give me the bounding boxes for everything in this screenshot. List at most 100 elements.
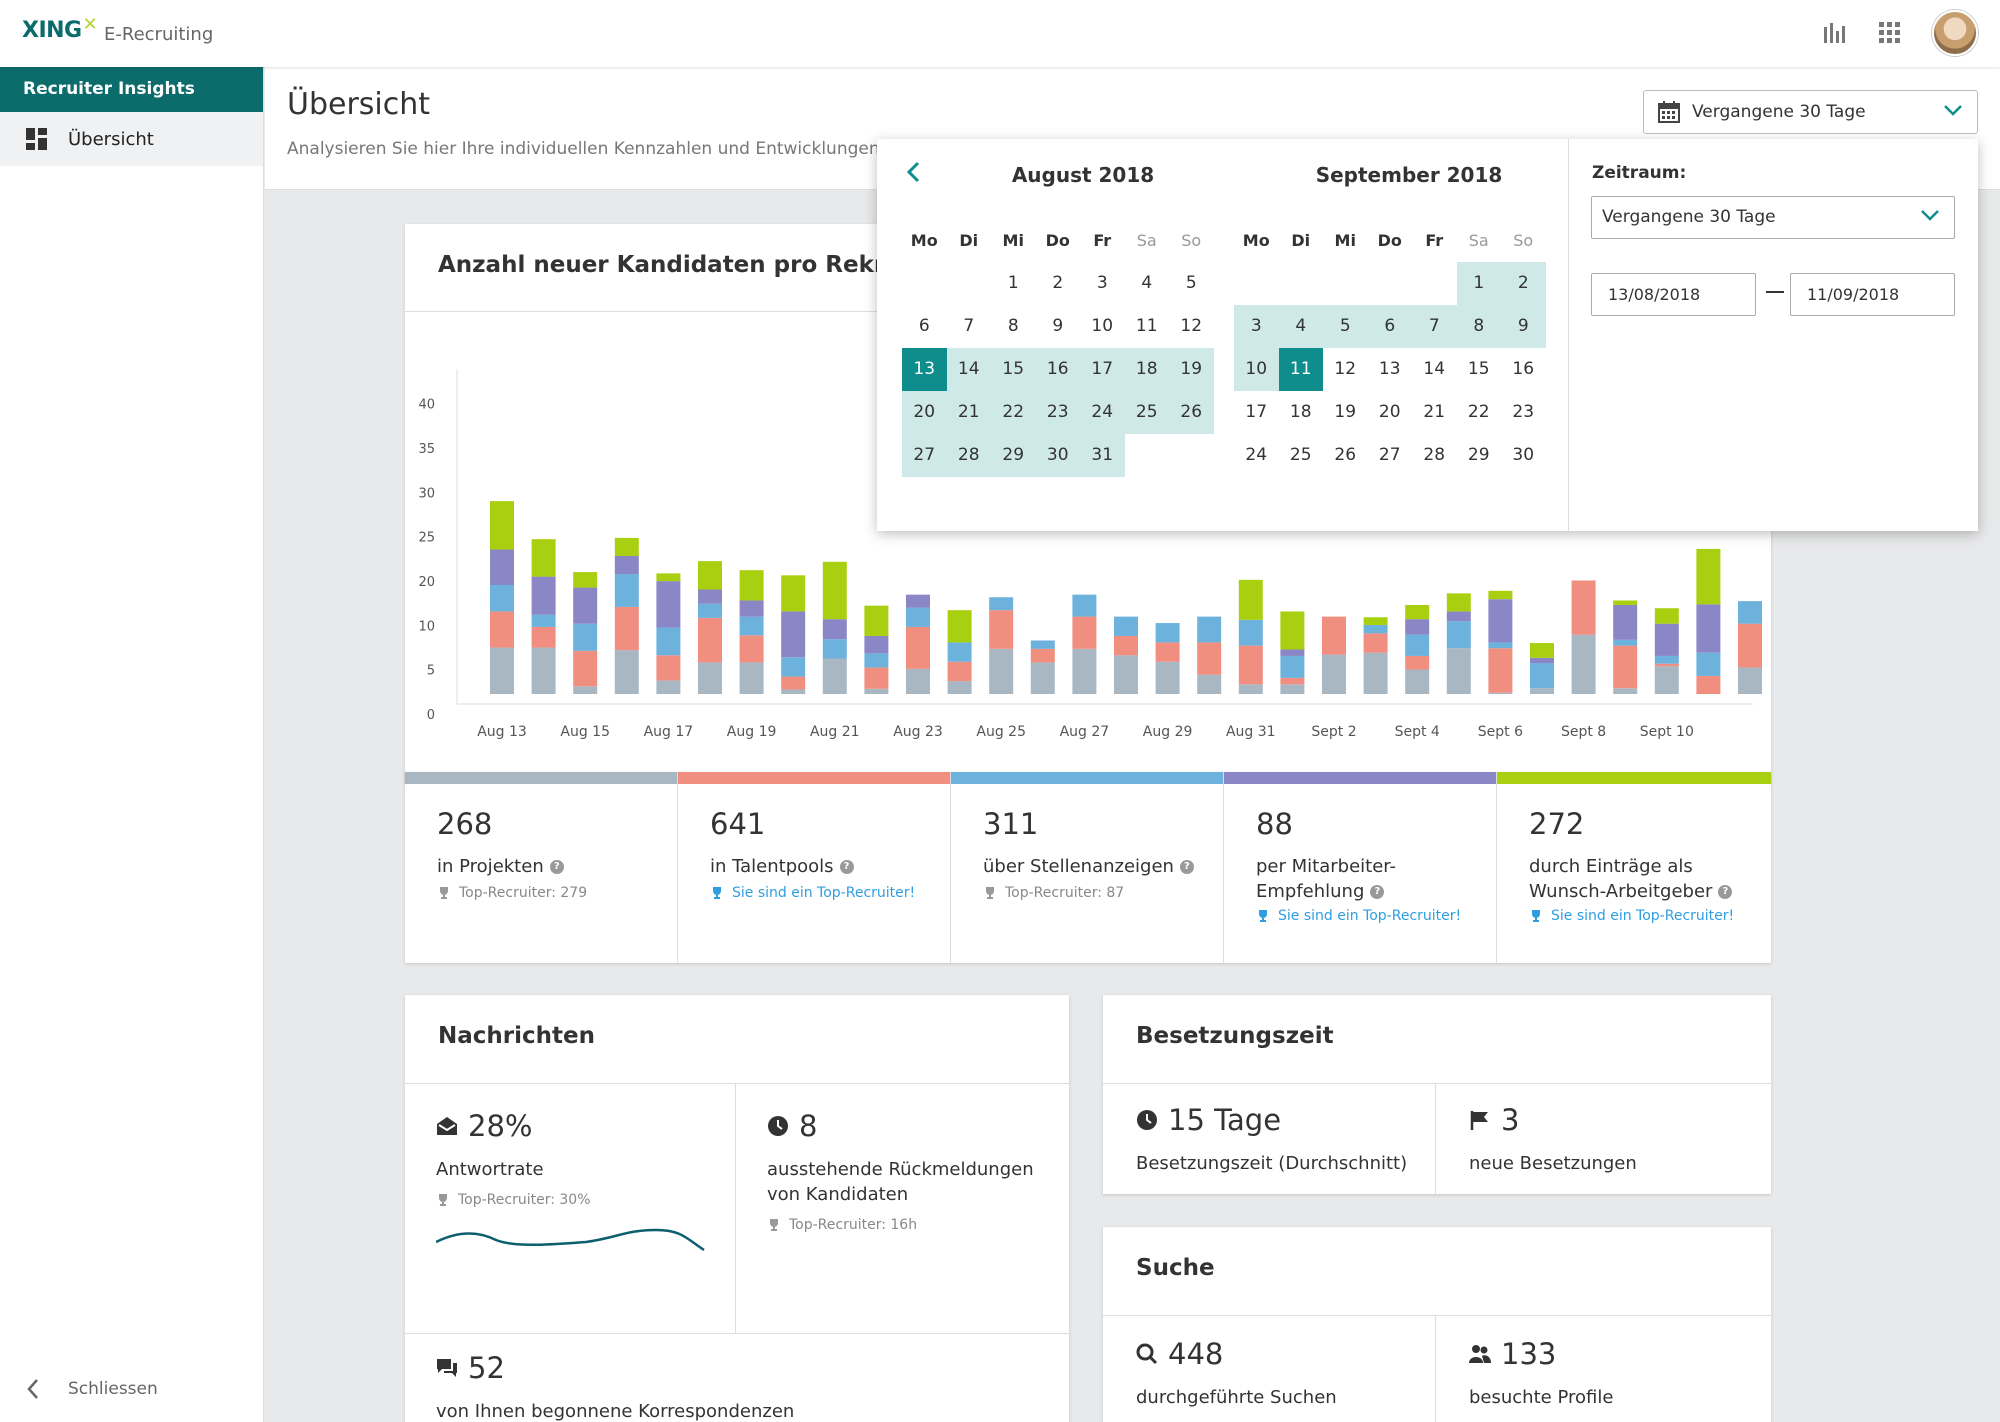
bar-segment[interactable] — [1696, 548, 1721, 605]
bar-segment[interactable] — [1488, 648, 1513, 693]
calendar-day[interactable]: 26 — [1169, 391, 1214, 434]
bar-segment[interactable] — [490, 501, 514, 550]
previous-month-button[interactable] — [901, 157, 925, 187]
calendar-day[interactable]: 19 — [1334, 402, 1357, 422]
bar-segment[interactable] — [1446, 593, 1471, 612]
calendar-day[interactable]: 23 — [1035, 391, 1080, 434]
bar-segment[interactable] — [1030, 640, 1055, 649]
bar-segment[interactable] — [490, 611, 514, 648]
calendar-day[interactable]: 14 — [946, 348, 991, 391]
calendar-day[interactable]: 29 — [1467, 445, 1490, 465]
bar-segment[interactable] — [656, 581, 681, 628]
bar-segment[interactable] — [1738, 667, 1762, 694]
bar-segment[interactable] — [1446, 611, 1471, 622]
bar-segment[interactable] — [1322, 654, 1346, 694]
bar-segment[interactable] — [989, 610, 1014, 649]
bar-segment[interactable] — [1530, 657, 1554, 664]
calendar-day[interactable]: 24 — [1245, 445, 1268, 465]
bar-segment[interactable] — [1696, 675, 1721, 694]
calendar-day[interactable]: 10 — [1234, 348, 1279, 391]
calendar-day[interactable]: 5 — [1323, 305, 1368, 348]
bar-segment[interactable] — [1363, 624, 1388, 634]
calendar-day[interactable]: 17 — [1080, 348, 1125, 391]
calendar-day[interactable]: 6 — [918, 316, 930, 336]
bar-segment[interactable] — [573, 623, 598, 651]
bar-segment[interactable] — [490, 584, 514, 612]
calendar-day[interactable]: 7 — [963, 316, 975, 336]
bar-segment[interactable] — [698, 589, 722, 604]
calendar-day[interactable]: 30 — [1035, 434, 1080, 477]
user-avatar[interactable] — [1932, 10, 1978, 56]
calendar-day[interactable]: 20 — [902, 391, 947, 434]
bar-segment[interactable] — [1571, 580, 1596, 635]
bar-segment[interactable] — [1613, 604, 1638, 640]
bar-segment[interactable] — [573, 686, 598, 694]
bar-segment[interactable] — [906, 594, 930, 608]
bar-segment[interactable] — [1363, 617, 1388, 625]
calendar-day[interactable]: 23 — [1512, 402, 1535, 422]
calendar-day[interactable]: 11 — [1278, 348, 1323, 391]
bar-segment[interactable] — [781, 689, 806, 694]
calendar-day[interactable]: 5 — [1185, 273, 1197, 293]
bar-segment[interactable] — [698, 603, 722, 618]
calendar-day[interactable]: 15 — [991, 348, 1036, 391]
bar-segment[interactable] — [1613, 688, 1638, 694]
bar-segment[interactable] — [781, 575, 806, 612]
bar-segment[interactable] — [1114, 635, 1138, 656]
bar-segment[interactable] — [614, 537, 639, 556]
bar-segment[interactable] — [1530, 688, 1554, 694]
bar-segment[interactable] — [1238, 684, 1263, 694]
calendar-day[interactable]: 3 — [1234, 305, 1279, 348]
bar-segment[interactable] — [1363, 633, 1388, 653]
bar-segment[interactable] — [781, 611, 806, 658]
bar-segment[interactable] — [739, 570, 764, 601]
bar-segment[interactable] — [989, 597, 1014, 611]
bar-segment[interactable] — [490, 647, 514, 694]
calendar-day[interactable]: 17 — [1245, 402, 1268, 422]
help-icon[interactable]: ? — [1370, 885, 1385, 899]
bar-segment[interactable] — [989, 648, 1014, 694]
calendar-day[interactable]: 9 — [1052, 316, 1064, 336]
bar-segment[interactable] — [614, 574, 639, 607]
bar-segment[interactable] — [531, 539, 556, 577]
bar-segment[interactable] — [1696, 604, 1721, 653]
calendar-day[interactable]: 25 — [1289, 445, 1312, 465]
bar-segment[interactable] — [531, 614, 556, 627]
bar-segment[interactable] — [1654, 608, 1679, 624]
calendar-day[interactable]: 12 — [1334, 359, 1357, 379]
bar-segment[interactable] — [614, 606, 639, 651]
bar-segment[interactable] — [1488, 599, 1513, 643]
bar-segment[interactable] — [1238, 645, 1263, 685]
bar-segment[interactable] — [1030, 662, 1055, 694]
bar-segment[interactable] — [822, 658, 847, 694]
calendar-day[interactable]: 31 — [1080, 434, 1125, 477]
bar-segment[interactable] — [1654, 623, 1679, 656]
bar-segment[interactable] — [698, 617, 722, 663]
bar-segment[interactable] — [1197, 616, 1222, 643]
bar-segment[interactable] — [1280, 677, 1305, 685]
statistics-icon[interactable] — [1820, 18, 1850, 48]
bar-segment[interactable] — [1197, 642, 1222, 675]
bar-segment[interactable] — [698, 561, 722, 590]
bar-segment[interactable] — [531, 576, 556, 615]
bar-segment[interactable] — [1155, 642, 1180, 662]
bar-segment[interactable] — [573, 572, 598, 588]
help-icon[interactable]: ? — [839, 860, 854, 874]
bar-segment[interactable] — [1114, 655, 1138, 694]
bar-segment[interactable] — [1530, 663, 1554, 689]
bar-segment[interactable] — [1363, 652, 1388, 694]
calendar-day[interactable]: 22 — [991, 391, 1036, 434]
bar-segment[interactable] — [1654, 663, 1679, 667]
bar-segment[interactable] — [1654, 666, 1679, 694]
zeitraum-select[interactable]: Vergangene 30 Tage — [1591, 196, 1955, 239]
close-sidebar-button[interactable]: Schliessen — [26, 1378, 158, 1400]
calendar-day[interactable]: 14 — [1423, 359, 1446, 379]
calendar-day[interactable]: 10 — [1091, 316, 1114, 336]
bar-segment[interactable] — [1488, 590, 1513, 600]
bar-segment[interactable] — [614, 555, 639, 575]
calendar-day[interactable]: 18 — [1289, 402, 1312, 422]
bar-segment[interactable] — [1654, 655, 1679, 664]
bar-segment[interactable] — [906, 607, 930, 627]
bar-segment[interactable] — [1488, 692, 1513, 694]
bar-segment[interactable] — [1238, 619, 1263, 646]
